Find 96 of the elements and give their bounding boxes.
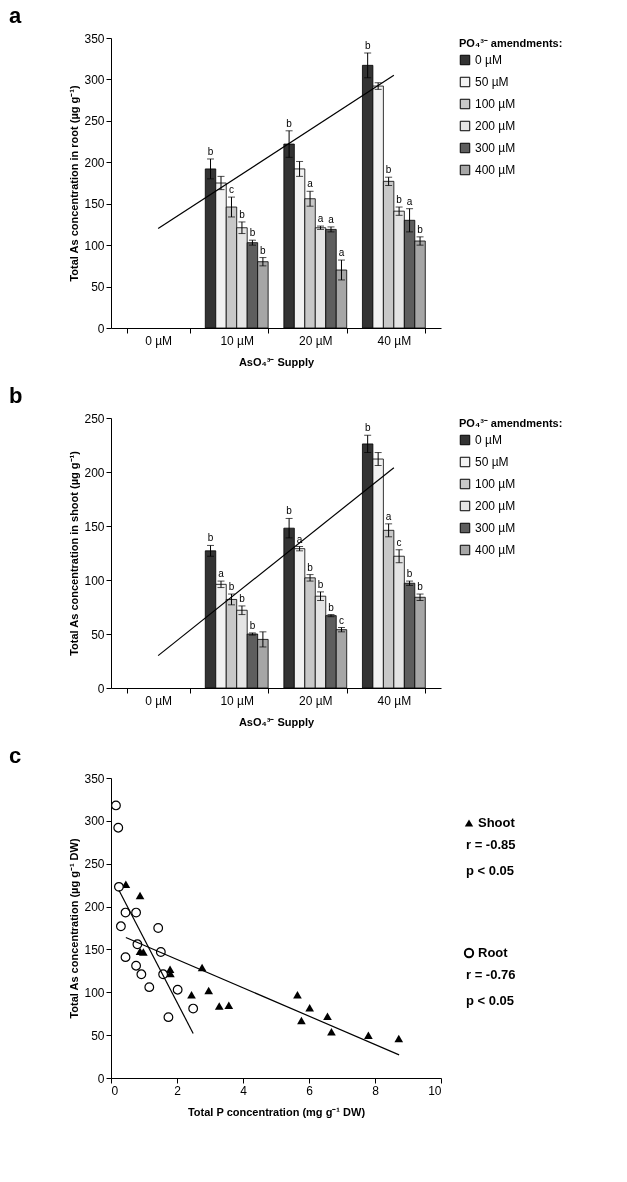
legend-label: 300 µM [475, 141, 516, 155]
text: p < 0.05 [466, 863, 515, 878]
y-tick-label: 100 [84, 573, 105, 588]
data-label: a [317, 213, 324, 225]
y-axis-title: Total As concentration (µg g⁻¹ DW) [68, 838, 81, 1019]
x-tick-label: 4 [240, 1083, 248, 1098]
y-tick-label: 50 [91, 1028, 105, 1043]
data-label: b [239, 208, 246, 220]
x-tick-label: 2 [174, 1083, 182, 1098]
x-tick-label: 6 [306, 1083, 314, 1098]
x-tick-label: 40 µM [377, 333, 412, 348]
text: r = -0.76 [466, 967, 516, 982]
data-label: b [385, 164, 392, 176]
x-tick-label: 0 µM [145, 333, 173, 348]
x-tick-label: 20 µM [298, 333, 333, 348]
x-tick-label: 0 [111, 1083, 119, 1098]
data-label: b [307, 561, 314, 573]
y-tick-label: 350 [84, 31, 105, 46]
x-tick-label: 40 µM [377, 693, 412, 708]
y-tick-label: 0 [97, 1071, 105, 1086]
y-tick-label: 0 [97, 681, 105, 696]
data-label: b [396, 194, 403, 206]
data-label: b [417, 581, 424, 593]
data-label: b [364, 422, 371, 434]
y-tick-label: 50 [91, 627, 105, 642]
data-label: c [228, 184, 234, 196]
legend-label: 300 µM [475, 521, 516, 535]
y-tick-label: 350 [84, 771, 105, 786]
legend-label: 0 µM [475, 433, 502, 447]
data-label: a [406, 195, 413, 207]
data-label: a [307, 178, 314, 190]
y-tick-label: 150 [84, 942, 105, 957]
y-tick-label: 50 [91, 280, 105, 295]
data-label: b [286, 117, 293, 129]
y-tick-label: 150 [84, 519, 105, 534]
y-tick-label: 0 [97, 321, 105, 336]
data-label: b [364, 39, 371, 51]
data-label: b [317, 578, 324, 590]
legend-label: 50 µM [475, 455, 509, 469]
x-axis-title: Total P concentration (mg g⁻¹ DW) [187, 1105, 366, 1118]
legend-label: 50 µM [475, 75, 509, 89]
x-axis-title: AsO₄³⁻ Supply [238, 355, 315, 368]
legend-title: PO₄³⁻ amendments: [459, 417, 563, 429]
x-tick-label: 8 [372, 1083, 380, 1098]
data-label: b [207, 532, 214, 544]
data-label: b [417, 223, 424, 235]
data-label: b [406, 568, 413, 580]
data-label: b [286, 505, 293, 517]
data-label: a [338, 247, 345, 259]
data-label: a [296, 533, 303, 545]
data-label: b [207, 145, 214, 157]
y-tick-label: 100 [84, 985, 105, 1000]
x-tick-label: 0 µM [145, 693, 173, 708]
y-axis-title: Total As concentration in root (µg g⁻¹) [68, 85, 81, 282]
data-label: b [228, 581, 235, 593]
legend-title: PO₄³⁻ amendments: [459, 37, 563, 49]
chart-title: c [8, 743, 22, 768]
y-tick-label: 200 [84, 465, 105, 480]
text: r = -0.85 [466, 837, 516, 852]
data-label: b [249, 227, 256, 239]
data-label: a [218, 568, 225, 580]
y-tick-label: 150 [84, 197, 105, 212]
x-tick-label: 10 [428, 1083, 442, 1098]
y-tick-label: 250 [84, 857, 105, 872]
y-tick-label: 300 [84, 814, 105, 829]
legend-label: 100 µM [475, 477, 516, 491]
data-label: a [328, 213, 335, 225]
data-label: c [396, 536, 402, 548]
y-tick-label: 200 [84, 155, 105, 170]
text: p < 0.05 [466, 993, 515, 1008]
data-label: a [385, 510, 392, 522]
legend-label: Shoot [478, 815, 516, 830]
data-label: b [328, 601, 335, 613]
y-axis-title: Total As concentration in shoot (µg g⁻¹) [68, 450, 81, 656]
legend-label: 100 µM [475, 97, 516, 111]
data-label: b [260, 244, 267, 256]
data-label: c [338, 614, 344, 626]
x-tick-label: 20 µM [298, 693, 333, 708]
data-label: b [249, 619, 256, 631]
y-tick-label: 300 [84, 72, 105, 87]
x-tick-label: 10 µM [220, 693, 255, 708]
y-tick-label: 100 [84, 238, 105, 253]
legend-label: 400 µM [475, 163, 516, 177]
y-tick-label: 250 [84, 114, 105, 129]
chart-title: b [8, 383, 23, 408]
chart-title: a [8, 3, 22, 28]
x-axis-title: AsO₄³⁻ Supply [238, 715, 315, 728]
y-tick-label: 250 [84, 411, 105, 426]
legend-label: Root [478, 945, 509, 960]
y-tick-label: 200 [84, 900, 105, 915]
data-label: b [239, 592, 246, 604]
x-tick-label: 10 µM [220, 333, 255, 348]
legend-label: 200 µM [475, 119, 516, 133]
legend-label: 400 µM [475, 543, 516, 557]
legend-label: 0 µM [475, 53, 502, 67]
legend-label: 200 µM [475, 499, 516, 513]
